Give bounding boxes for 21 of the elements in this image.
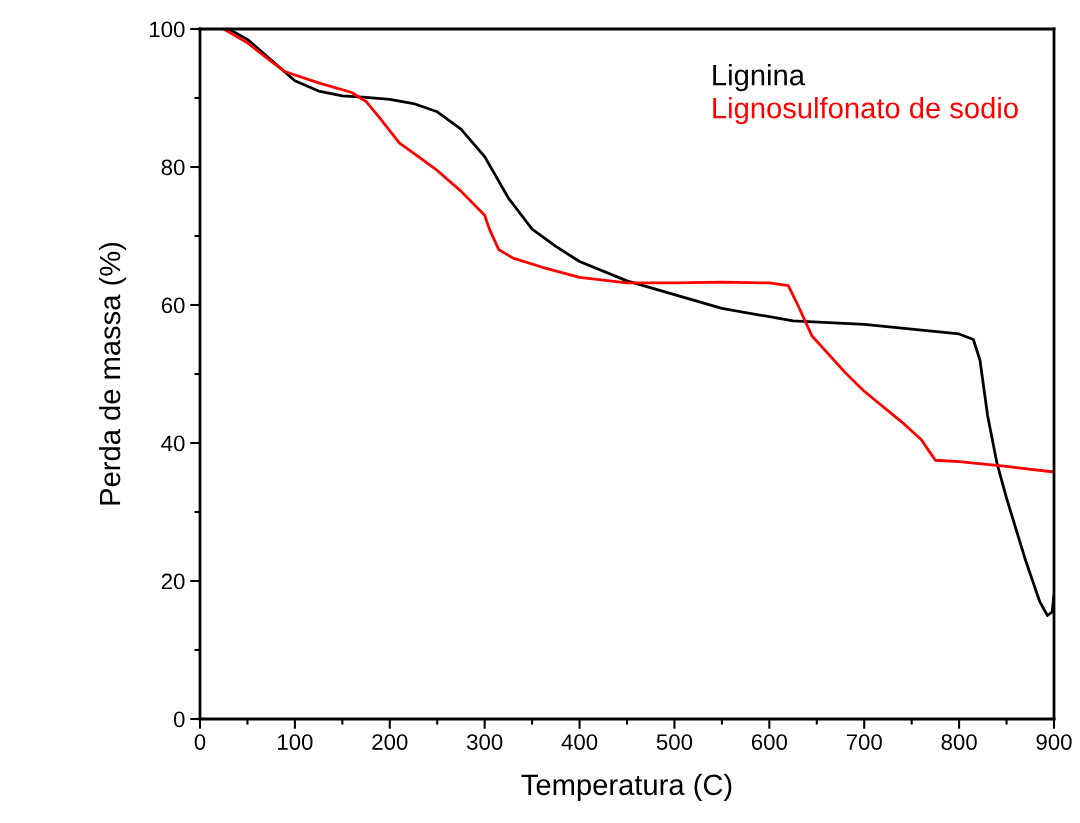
x-tick-label: 0 xyxy=(194,734,206,750)
y-tick-label: 100 xyxy=(150,21,185,38)
y-tick-label: 40 xyxy=(161,435,185,452)
y-tick-label: 20 xyxy=(161,573,185,590)
y-tick-label: 60 xyxy=(161,297,185,314)
x-tick-label: 300 xyxy=(466,734,503,750)
x-tick-label: 100 xyxy=(278,734,313,750)
x-tick-label: 700 xyxy=(846,734,882,750)
line-series xyxy=(222,29,1054,474)
text: Lignosulfonato de sodio xyxy=(713,97,1018,125)
x-axis-title: Temperatura (C) xyxy=(521,773,732,801)
y-tick-label: 80 xyxy=(161,159,185,176)
x-tick-label: 600 xyxy=(751,734,787,750)
text: Lignina xyxy=(713,64,805,92)
x-tick-label: 200 xyxy=(372,734,408,750)
y-axis-title: Perda de massa (%) xyxy=(98,242,127,505)
x-tick-label: 400 xyxy=(561,734,598,750)
y-tick-label: 0 xyxy=(173,711,185,728)
x-tick-label: 900 xyxy=(1036,734,1072,750)
x-tick-label: 800 xyxy=(941,734,977,750)
x-tick-label: 500 xyxy=(656,734,693,750)
